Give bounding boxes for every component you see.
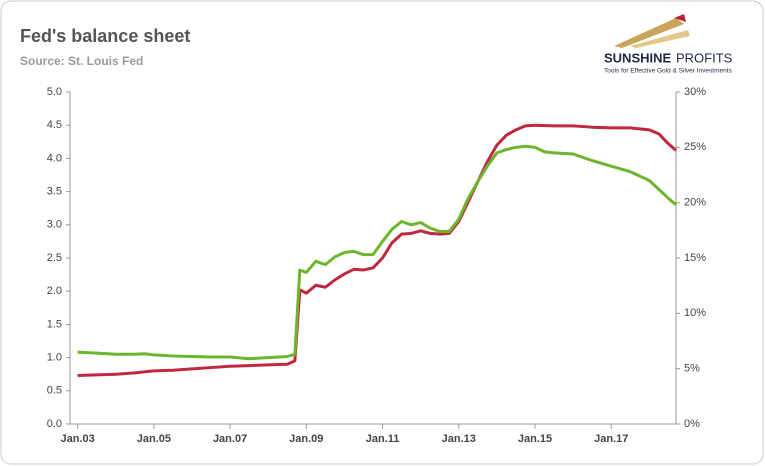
y-tick-label: 0.5: [47, 385, 62, 397]
x-tick-label: Jan.03: [60, 433, 94, 445]
y-tick-label: 2.0: [47, 285, 62, 297]
y2-tick-label: 15%: [684, 252, 706, 264]
y2-tick-label: 0%: [684, 418, 700, 430]
chart-subtitle: Source: St. Louis Fed: [20, 54, 143, 68]
y-tick-label: 3.0: [47, 219, 62, 231]
x-tick-label: Jan.05: [137, 433, 171, 445]
y2-tick-label: 25%: [684, 141, 706, 153]
series-line: [77, 123, 677, 378]
y-tick-label: 4.0: [47, 152, 62, 164]
y2-tick-label: 20%: [684, 197, 706, 209]
logo-ray: [614, 18, 684, 48]
series-line: [77, 144, 677, 361]
y-tick-label: 2.5: [47, 252, 62, 264]
logo-arrow: [674, 14, 686, 22]
x-tick-label: Jan.09: [289, 433, 323, 445]
logo-ray: [630, 30, 690, 48]
logo-tagline: Tools for Effective Gold & Silver Invest…: [604, 68, 733, 75]
y-tick-label: 1.0: [47, 352, 62, 364]
y-tick-label: 4.5: [47, 119, 62, 131]
logo-name-2: PROFITS: [676, 50, 733, 65]
y2-tick-label: 5%: [684, 363, 700, 375]
x-tick-label: Jan.13: [442, 433, 476, 445]
y-tick-label: 0.0: [47, 418, 62, 430]
chart-title: Fed's balance sheet: [20, 26, 190, 46]
x-tick-label: Jan.17: [594, 433, 628, 445]
x-tick-label: Jan.15: [518, 433, 552, 445]
x-tick-label: Jan.07: [213, 433, 247, 445]
y-tick-label: 5.0: [47, 86, 62, 98]
y2-tick-label: 10%: [684, 307, 706, 319]
logo: SUNSHINE PROFITS Tools for Effective Gol…: [604, 14, 733, 75]
y-tick-label: 3.5: [47, 186, 62, 198]
y2-tick-label: 30%: [684, 86, 706, 98]
y-tick-label: 1.5: [47, 318, 62, 330]
x-tick-label: Jan.11: [366, 433, 400, 445]
logo-name: SUNSHINE: [604, 50, 672, 65]
